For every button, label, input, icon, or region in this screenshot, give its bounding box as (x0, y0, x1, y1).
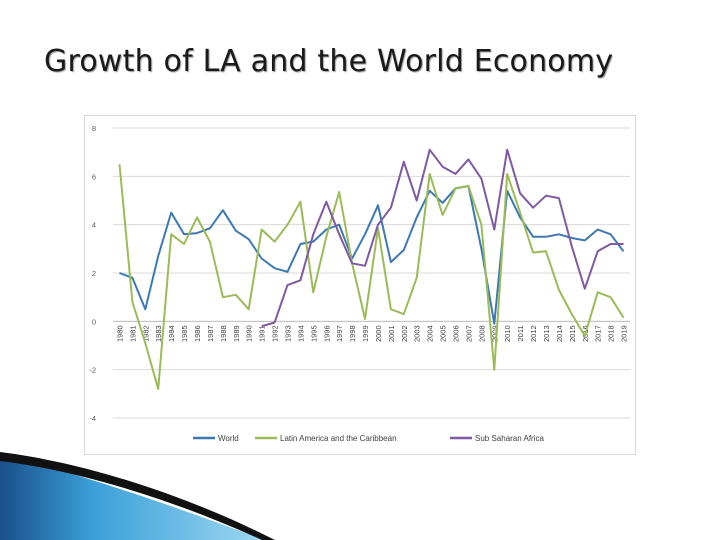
slide-title: Growth of LA and the World Economy (44, 44, 614, 79)
x-tick-label: 2014 (555, 325, 564, 342)
x-tick-label: 2019 (620, 325, 629, 342)
x-tick-label: 2018 (607, 325, 616, 342)
x-tick-label: 1987 (206, 325, 215, 342)
x-tick-label: 1994 (296, 325, 305, 342)
x-tick-label: 1997 (335, 325, 344, 342)
x-tick-label: 2005 (439, 325, 448, 342)
x-tick-label: 1982 (141, 325, 150, 342)
x-tick-label: 2017 (594, 325, 603, 342)
x-tick-label: 1989 (232, 325, 241, 342)
y-tick-label: 8 (92, 124, 96, 133)
x-tick-label: 2011 (516, 325, 525, 341)
x-tick-label: 1991 (258, 325, 267, 342)
x-tick-label: 1993 (283, 325, 292, 342)
y-tick-label: 4 (92, 221, 96, 230)
legend-label: Sub Saharan Africa (475, 434, 544, 443)
x-tick-label: 2008 (477, 325, 486, 342)
swoosh-blue-band (0, 455, 265, 540)
x-tick-label: 1980 (115, 325, 124, 342)
series-line (261, 148, 624, 328)
x-tick-label: 1999 (361, 325, 370, 342)
y-tick-label: 0 (92, 317, 96, 326)
x-tick-label: 1996 (322, 325, 331, 342)
x-tick-label: 2012 (529, 325, 538, 342)
y-tick-label: -4 (89, 414, 96, 423)
x-tick-label: 1992 (271, 325, 280, 342)
x-tick-label: 2000 (374, 325, 383, 342)
legend-label: Latin America and the Caribbean (280, 434, 397, 443)
x-tick-label: 2003 (413, 325, 422, 342)
x-tick-label: 2015 (568, 325, 577, 342)
x-tick-label: 2006 (452, 325, 461, 342)
x-tick-label: 1981 (128, 325, 137, 342)
x-tick-label: 2013 (542, 325, 551, 342)
x-tick-label: 2009 (490, 325, 499, 342)
chart-frame: 8 6 4 2 0 -2 -4 1980 1981 1982 1983 1984 1985 1986 198… (84, 115, 636, 455)
legend-label: World (218, 434, 239, 443)
y-tick-label: -2 (89, 366, 96, 375)
x-tick-label: 1998 (348, 325, 357, 342)
x-tick-label: 1988 (219, 325, 228, 342)
x-tick-label: 2001 (387, 325, 396, 342)
x-tick-label: 1983 (154, 325, 163, 342)
y-tick-label: 6 (92, 172, 96, 181)
x-tick-label: 1995 (309, 325, 318, 342)
series-line (118, 164, 625, 390)
swoosh-black-stroke (0, 452, 275, 540)
x-tick-label: 2010 (503, 325, 512, 342)
x-tick-label: 2007 (464, 325, 473, 342)
x-tick-label: 1990 (245, 325, 254, 342)
y-tick-label: 2 (92, 269, 96, 278)
x-tick-label: 1984 (167, 325, 176, 342)
x-tick-label: 2002 (400, 325, 409, 342)
x-tick-label: 1985 (180, 325, 189, 342)
x-tick-label: 2004 (426, 325, 435, 342)
line-chart: 8 6 4 2 0 -2 -4 1980 1981 1982 1983 1984 1985 1986 198… (89, 124, 630, 443)
x-tick-label: 1986 (193, 325, 202, 342)
